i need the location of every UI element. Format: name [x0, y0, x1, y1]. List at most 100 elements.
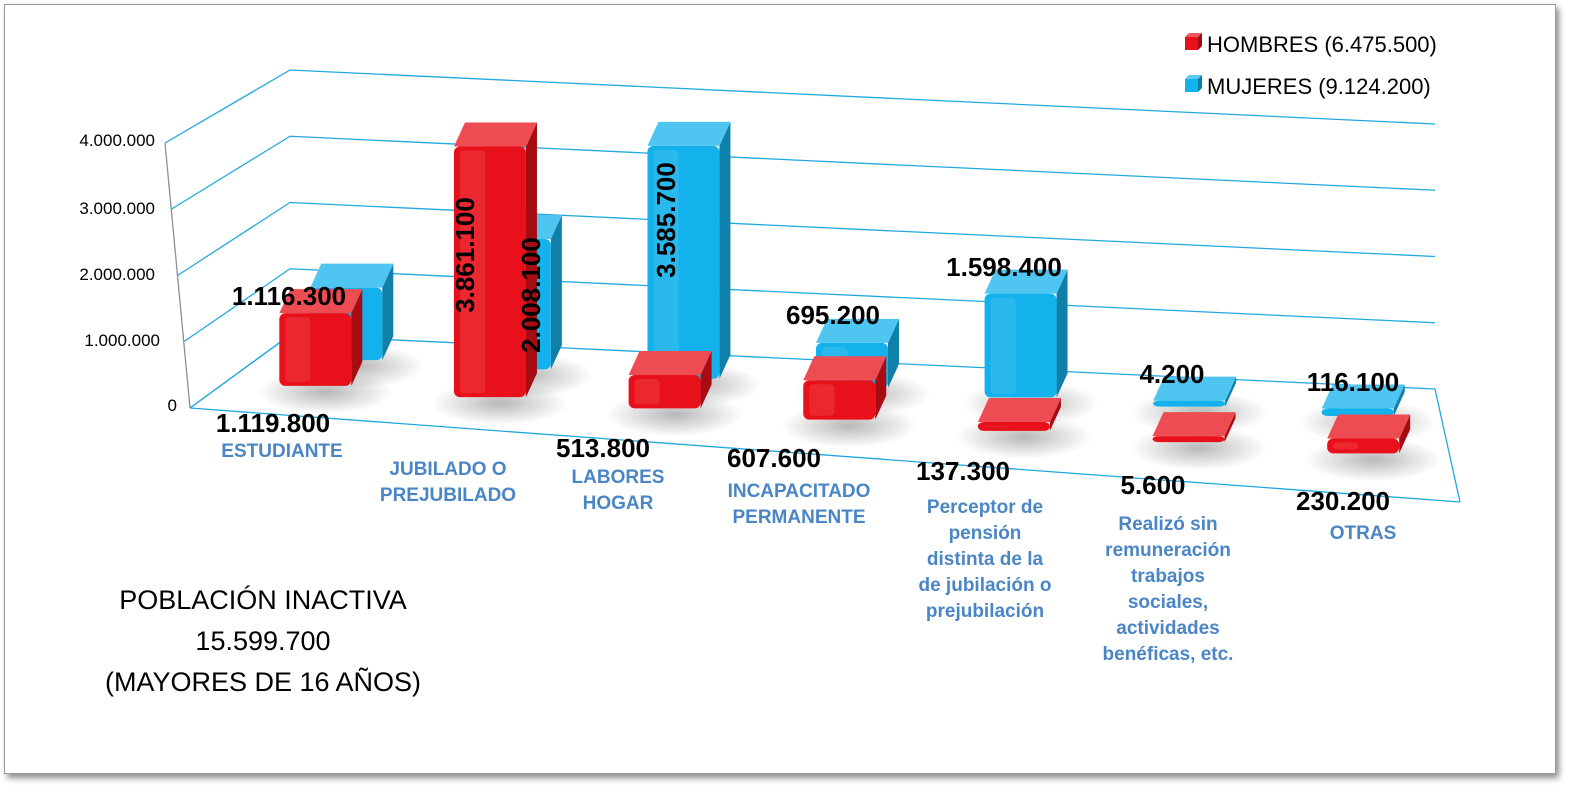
floor-right-edge [1434, 388, 1461, 503]
bar-top-face [1327, 414, 1411, 439]
mujeres-value-label-3: 695.200 [786, 300, 880, 330]
category-label-2: LABORES HOGAR [572, 467, 665, 514]
mujeres-bar-5 [1153, 376, 1237, 407]
hombres-value-label-6: 230.200 [1296, 486, 1390, 516]
category-label-line: de jubilación o [918, 575, 1051, 596]
bar-top-face [647, 121, 731, 146]
mujeres-value-label-1: 2.008.100 [516, 237, 546, 353]
bar-top-face [977, 398, 1061, 423]
category-label-line: remuneración [1105, 540, 1231, 561]
y-axis-ticks: 0 1.000.000 2.000.000 3.000.000 4.000.000 [79, 131, 177, 415]
category-label-6: OTRAS [1330, 523, 1397, 544]
y-tick-label: 4.000.000 [79, 131, 155, 150]
category-labels: ESTUDIANTE JUBILADO O PREJUBILADO LABORES HO… [221, 441, 1396, 665]
bar-side-face [1399, 414, 1411, 454]
hombres-value-label-0: 1.119.800 [216, 408, 330, 438]
legend-label: HOMBRES (6.475.500) [1207, 32, 1437, 57]
bar-side-face [700, 351, 712, 409]
bar-highlight [983, 426, 1010, 427]
category-label-line: benéficas, etc. [1103, 644, 1234, 665]
category-label-line: actividades [1116, 618, 1220, 639]
floor-left-edge [189, 334, 291, 409]
category-label-line: INCAPACITADO [728, 481, 871, 502]
bar-top-face [1153, 376, 1237, 401]
y-tick-label: 1.000.000 [84, 331, 160, 350]
legend-item-0: HOMBRES (6.475.500) [1185, 32, 1437, 57]
bar-front-face [977, 422, 1050, 431]
legend: HOMBRES (6.475.500) MUJERES (9.124.200) [1185, 32, 1437, 99]
mujeres-value-label-2: 3.585.700 [651, 162, 681, 278]
bar-top-face [310, 263, 394, 288]
legend-swatch-side [1198, 75, 1202, 92]
category-label-line: distinta de la [927, 549, 1044, 570]
mujeres-value-label-5: 4.200 [1139, 359, 1204, 389]
hombres-value-label-3: 607.600 [727, 443, 821, 473]
category-label-4: Perceptor de pensión distinta de la de jubi… [918, 497, 1051, 622]
legend-item-1: MUJERES (9.124.200) [1185, 74, 1431, 99]
bar-front-face [1153, 400, 1226, 407]
bar-side-face [1049, 398, 1061, 431]
legend-swatch [1185, 79, 1198, 92]
hombres-bar-3 [803, 356, 887, 420]
bar-highlight [990, 297, 1016, 394]
category-label-line: LABORES [572, 467, 665, 488]
category-label-line: HOGAR [583, 493, 654, 514]
category-label-line: ESTUDIANTE [221, 441, 342, 462]
hombres-bar-6 [1327, 414, 1411, 454]
hombres-bar-2 [628, 351, 712, 409]
bar-highlight [809, 384, 835, 416]
bar-top-face [1152, 412, 1236, 437]
legend-label: MUJERES (9.124.200) [1207, 74, 1431, 99]
bar-front-face [1321, 408, 1394, 416]
bar-side-face [1224, 412, 1236, 443]
bar-highlight [285, 317, 311, 382]
back-gridline [289, 69, 1436, 125]
bar-side-face [1225, 376, 1237, 407]
bar-top-face [984, 269, 1068, 294]
bar-highlight [634, 379, 660, 405]
y-tick-label: 2.000.000 [79, 265, 155, 284]
category-label-line: PREJUBILADO [380, 485, 516, 506]
bar-highlight [1333, 442, 1359, 450]
category-label-1: JUBILADO O PREJUBILADO [380, 459, 516, 506]
category-label-0: ESTUDIANTE [221, 441, 342, 462]
mujeres-bar-2 [647, 121, 731, 379]
side-gridline [177, 201, 291, 277]
value-labels: 1.119.800 3.861.100 513.800 607.600 137.300 5… [216, 162, 1399, 516]
side-gridline [164, 69, 291, 144]
legend-swatch-top [1185, 75, 1202, 79]
chart-svg: 0 1.000.000 2.000.000 3.000.000 4.000.000 ES… [79, 32, 1461, 697]
hombres-value-label-1: 3.861.100 [450, 197, 480, 313]
chart-title-line: (MAYORES DE 16 AÑOS) [105, 666, 421, 697]
hombres-bar-0 [279, 289, 363, 386]
category-label-line: pensión [949, 523, 1022, 544]
bar-top-face [628, 351, 712, 376]
bar-highlight [459, 150, 486, 394]
hombres-bar-1 [453, 122, 537, 398]
category-label-line: prejubilación [926, 601, 1044, 622]
mujeres-value-label-6: 116.100 [1307, 367, 1400, 397]
mujeres-bar-6 [1321, 384, 1405, 416]
floor-front-edge [189, 407, 1461, 503]
side-gridline [183, 268, 291, 343]
category-label-line: OTRAS [1330, 523, 1397, 544]
bar-side-face [875, 356, 887, 420]
bar-top-face [803, 356, 887, 381]
bar-side-face [550, 215, 562, 370]
hombres-bar-4 [977, 398, 1061, 431]
category-label-line: trabajos [1131, 566, 1205, 587]
bar-front-face [1152, 436, 1225, 443]
category-label-line: sociales, [1128, 592, 1208, 613]
bar-side-face [525, 122, 537, 398]
hombres-bar-5 [1152, 412, 1236, 443]
category-label-line: Realizó sin [1118, 514, 1217, 535]
category-label-line: JUBILADO O [389, 459, 506, 480]
legend-swatch [1185, 37, 1198, 50]
legend-swatch-side [1198, 33, 1202, 50]
chart-title: POBLACIÓN INACTIVA 15.599.700 (MAYORES DE … [105, 584, 421, 697]
category-label-line: PERMANENTE [732, 507, 865, 528]
y-axis-line [164, 142, 191, 409]
bars [279, 121, 1411, 454]
bar-side-face [1056, 269, 1068, 398]
legend-swatch-top [1185, 33, 1202, 37]
